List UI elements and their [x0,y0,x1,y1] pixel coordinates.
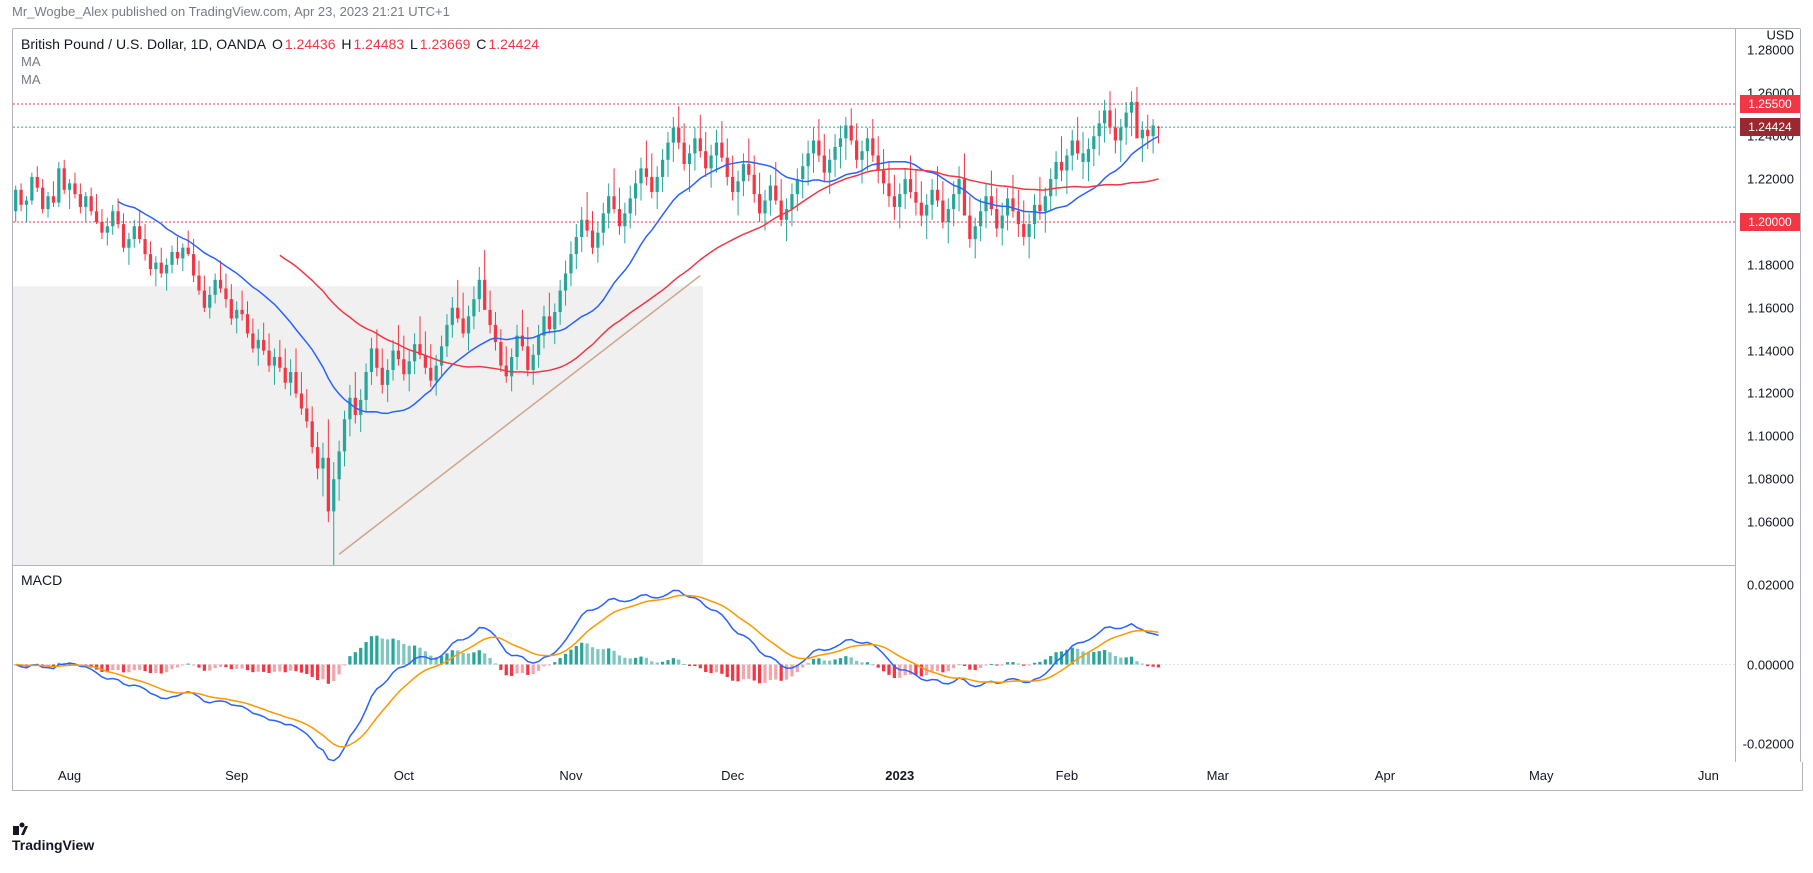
chart-frame: British Pound / U.S. Dollar, 1D, OANDA O… [12,28,1801,763]
macd-ytick: -0.02000 [1743,737,1794,752]
time-tick: May [1529,768,1554,783]
ohlc-high: 1.24483 [354,36,405,52]
time-tick: Aug [58,768,81,783]
macd-yaxis: -0.02000 0.00000 0.02000 [1735,565,1800,762]
macd-legend: MACD [21,571,62,589]
price-ytick: 1.14000 [1747,343,1794,358]
symbol-label: British Pound / U.S. Dollar, 1D, OANDA [21,36,266,52]
price-ytick: 1.28000 [1747,43,1794,58]
time-tick: Mar [1207,768,1229,783]
macd-chart-svg [13,565,1738,764]
price-ytick: 1.10000 [1747,429,1794,444]
time-tick: Sep [225,768,248,783]
tradingview-logo-icon [12,821,28,837]
price-yaxis: USD 1.06000 1.08000 1.10000 1.12000 1.14000 1… [1735,29,1800,565]
price-ytick: 1.16000 [1747,300,1794,315]
time-tick: 2023 [885,768,914,783]
chart-legend: British Pound / U.S. Dollar, 1D, OANDA O… [21,35,541,89]
ma-label-1: MA [21,53,541,71]
currency-label: USD [1767,28,1794,43]
macd-ytick: 0.02000 [1747,577,1794,592]
price-ytick: 1.06000 [1747,515,1794,530]
ma-label-2: MA [21,71,541,89]
price-tag: 1.24424 [1740,118,1800,136]
price-ytick: 1.22000 [1747,172,1794,187]
time-tick: Dec [721,768,744,783]
ohlc-low: 1.23669 [420,36,471,52]
ohlc-close: 1.24424 [488,36,539,52]
macd-pane[interactable]: MACD -0.02000 0.00000 0.02000 [13,565,1800,762]
price-pane[interactable]: British Pound / U.S. Dollar, 1D, OANDA O… [13,29,1800,566]
time-tick: Jun [1698,768,1719,783]
price-chart-svg [13,29,1738,565]
ohlc-open: 1.24436 [285,36,336,52]
macd-ytick: 0.00000 [1747,657,1794,672]
time-axis: Aug Sep Oct Nov Dec 2023 Feb Mar Apr May Jun [12,762,1803,791]
price-tag: 1.25500 [1740,95,1800,113]
price-ytick: 1.08000 [1747,472,1794,487]
price-ytick: 1.18000 [1747,257,1794,272]
time-tick: Oct [394,768,414,783]
time-tick: Apr [1375,768,1395,783]
brand-footer: TradingView [12,821,94,853]
time-tick: Nov [559,768,582,783]
price-tag: 1.20000 [1740,213,1800,231]
publish-header: Mr_Wogbe_Alex published on TradingView.c… [12,4,450,19]
time-tick: Feb [1056,768,1078,783]
price-ytick: 1.12000 [1747,386,1794,401]
